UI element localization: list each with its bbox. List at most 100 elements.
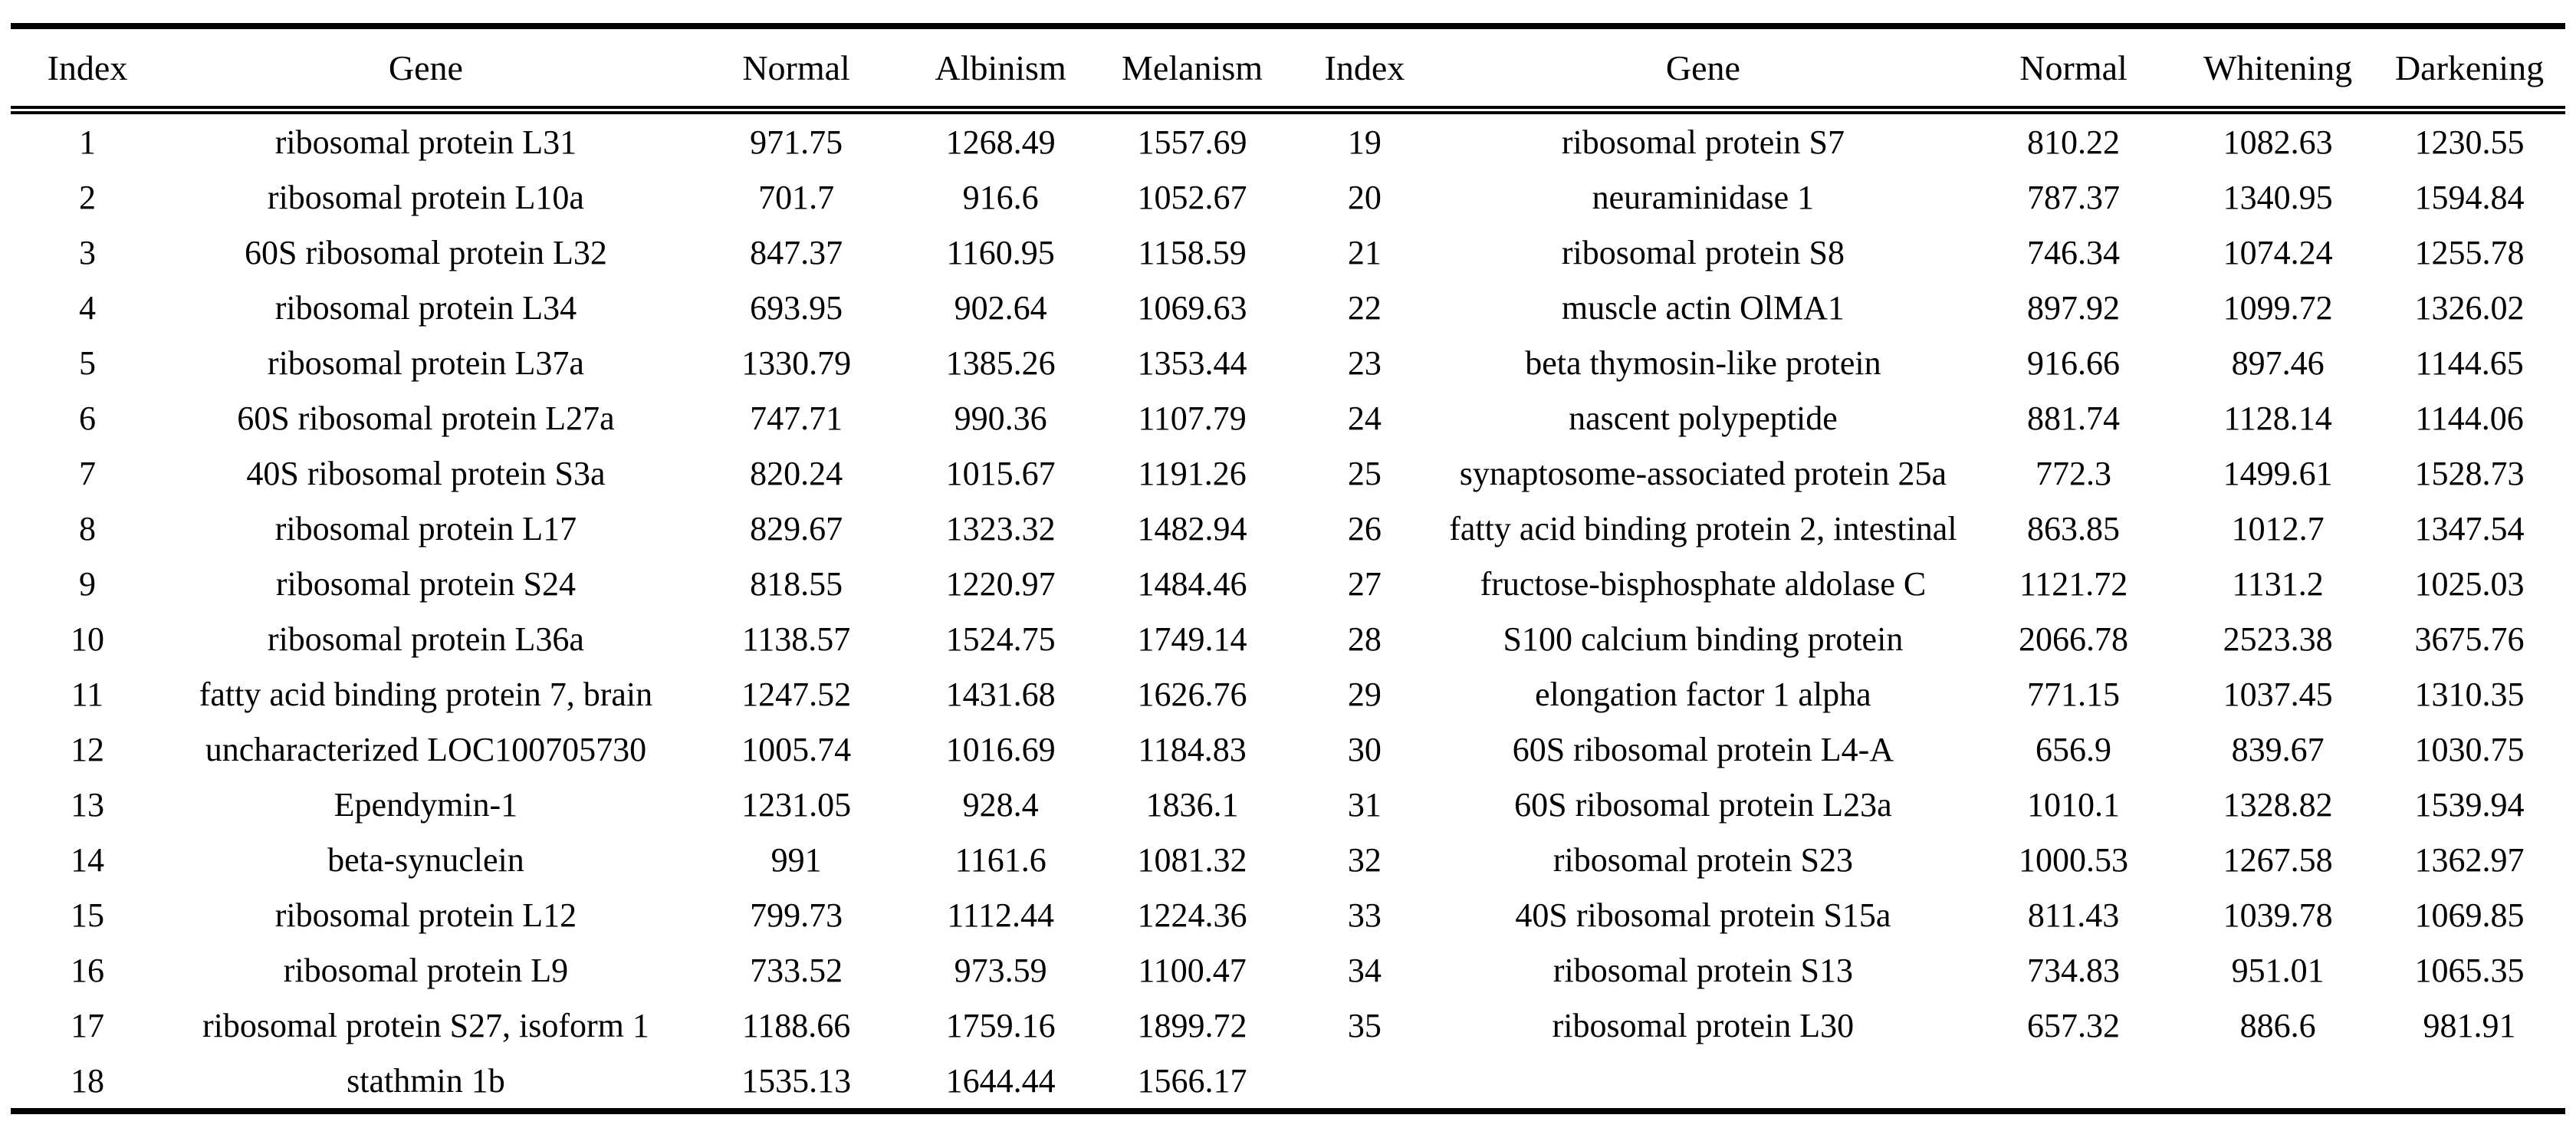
cell-value: 1326.02: [2414, 288, 2525, 327]
table-row: 16 ribosomal protein L9 733.52 973.59 1100.4…: [11, 942, 2565, 998]
cell-value: 951.01: [2231, 951, 2325, 989]
cell-index: 7: [78, 454, 96, 492]
cell-gene: ribosomal protein L30: [1552, 1006, 1855, 1044]
cell-value: 1268.49: [945, 123, 1056, 161]
cell-value: 1340.95: [2223, 178, 2333, 216]
cell-value: 771.15: [2027, 675, 2121, 713]
cell-value: 811.43: [2027, 896, 2120, 934]
cell-index: 26: [1347, 509, 1382, 548]
cell-value: 1065.35: [2414, 951, 2525, 989]
cell-gene: neuraminidase 1: [1592, 178, 1815, 216]
header-whitening: Whitening: [2182, 26, 2374, 114]
header-normal-left: Normal: [687, 26, 905, 114]
cell-index: 20: [1347, 178, 1382, 216]
cell-value: 881.74: [2027, 399, 2121, 437]
cell-value: 1247.52: [741, 675, 852, 713]
cell-value: 1347.54: [2414, 509, 2525, 548]
header-index-left: Index: [11, 26, 164, 114]
cell-index: 29: [1347, 675, 1382, 713]
table-row: 11 fatty acid binding protein 7, brain 124…: [11, 666, 2565, 722]
cell-index: 12: [70, 730, 104, 768]
cell-index: 13: [70, 785, 104, 824]
cell-value: 3675.76: [2414, 620, 2525, 658]
cell-value: 1385.26: [945, 344, 1056, 382]
cell-index: 30: [1347, 730, 1382, 768]
cell-value: 886.6: [2239, 1006, 2316, 1044]
cell-value: 772.3: [2036, 454, 2112, 492]
cell-index: 16: [70, 951, 104, 989]
cell-value: 1539.94: [2414, 785, 2525, 824]
cell-gene: uncharacterized LOC100705730: [205, 730, 647, 768]
cell-value: 1069.63: [1137, 288, 1247, 327]
cell-index: 10: [70, 620, 104, 658]
table-row: 3 60S ribosomal protein L32 847.37 1160.95 1…: [11, 225, 2565, 280]
cell-value: 1144.65: [2415, 344, 2524, 382]
cell-value: 1128.14: [2223, 399, 2332, 437]
cell-gene: beta thymosin-like protein: [1525, 344, 1881, 382]
table-body: 1 ribosomal protein L31 971.75 1268.49 1557.…: [11, 110, 2565, 1112]
cell-gene: ribosomal protein S23: [1552, 840, 1853, 879]
cell-value: 928.4: [962, 785, 1039, 824]
cell-gene: ribosomal protein S7: [1561, 123, 1845, 161]
cell-gene: nascent polypeptide: [1569, 399, 1838, 437]
cell-value: 1112.44: [947, 896, 1054, 934]
cell-value: 991: [770, 840, 822, 879]
cell-gene: Ependymin-1: [334, 785, 518, 824]
cell-gene: stathmin 1b: [347, 1061, 505, 1100]
cell-value: 1749.14: [1137, 620, 1247, 658]
cell-value: 1000.53: [2019, 840, 2129, 879]
header-darkening: Darkening: [2374, 26, 2565, 114]
cell-index: 17: [70, 1006, 104, 1044]
cell-index: 21: [1347, 233, 1382, 271]
cell-gene: 40S ribosomal protein S15a: [1515, 896, 1891, 934]
cell-index: 33: [1347, 896, 1382, 934]
cell-value: 1310.35: [2414, 675, 2525, 713]
cell-index: [1288, 1053, 1441, 1111]
cell-value: 1224.36: [1137, 896, 1247, 934]
cell-value: 734.83: [2027, 951, 2121, 989]
cell-gene: beta-synuclein: [327, 840, 524, 879]
cell-value: 799.73: [750, 896, 843, 934]
cell-value: 839.67: [2231, 730, 2325, 768]
cell-value: 897.92: [2027, 288, 2121, 327]
table-row: 9 ribosomal protein S24 818.55 1220.97 1484.…: [11, 556, 2565, 611]
table-row: 18 stathmin 1b 1535.13 1644.44 1566.17: [11, 1053, 2565, 1111]
header-normal-right: Normal: [1964, 26, 2183, 114]
cell-value: 1144.06: [2415, 399, 2524, 437]
cell-value: 1557.69: [1137, 123, 1247, 161]
cell-value: 916.66: [2027, 344, 2121, 382]
cell-value: 1353.44: [1137, 344, 1247, 382]
cell-gene: S100 calcium binding protein: [1503, 620, 1904, 658]
cell-value: 1231.05: [741, 785, 852, 824]
cell-value: 1362.97: [2414, 840, 2525, 879]
table-row: 14 beta-synuclein 991 1161.6 1081.32 32 riboso…: [11, 832, 2565, 887]
cell-gene: 60S ribosomal protein L27a: [237, 399, 615, 437]
cell-value: 1626.76: [1137, 675, 1247, 713]
cell-value: 1328.82: [2223, 785, 2333, 824]
cell-value: 1323.32: [945, 509, 1056, 548]
cell-value: [2182, 1053, 2374, 1111]
table-row: 2 ribosomal protein L10a 701.7 916.6 1052.67…: [11, 169, 2565, 225]
cell-value: 1037.45: [2223, 675, 2333, 713]
cell-value: 1015.67: [945, 454, 1056, 492]
cell-value: 787.37: [2027, 178, 2121, 216]
cell-index: 22: [1347, 288, 1382, 327]
cell-value: 1499.61: [2223, 454, 2333, 492]
cell-index: 35: [1347, 1006, 1382, 1044]
cell-value: 818.55: [750, 564, 843, 603]
cell-value: 1052.67: [1137, 178, 1247, 216]
table-row: 13 Ependymin-1 1231.05 928.4 1836.1 31 60S rib…: [11, 777, 2565, 832]
cell-value: 2066.78: [2019, 620, 2129, 658]
cell-gene: ribosomal protein L36a: [267, 620, 584, 658]
cell-gene: ribosomal protein L17: [274, 509, 577, 548]
cell-gene: [1441, 1053, 1965, 1111]
cell-index: 34: [1347, 951, 1382, 989]
cell-value: 1524.75: [945, 620, 1056, 658]
cell-value: 1121.72: [2019, 564, 2128, 603]
cell-index: 27: [1347, 564, 1382, 603]
cell-value: 1836.1: [1145, 785, 1239, 824]
table-row: 15 ribosomal protein L12 799.73 1112.44 1224…: [11, 887, 2565, 942]
cell-value: 1482.94: [1137, 509, 1247, 548]
header-index-right: Index: [1287, 26, 1441, 114]
cell-value: 1030.75: [2414, 730, 2525, 768]
